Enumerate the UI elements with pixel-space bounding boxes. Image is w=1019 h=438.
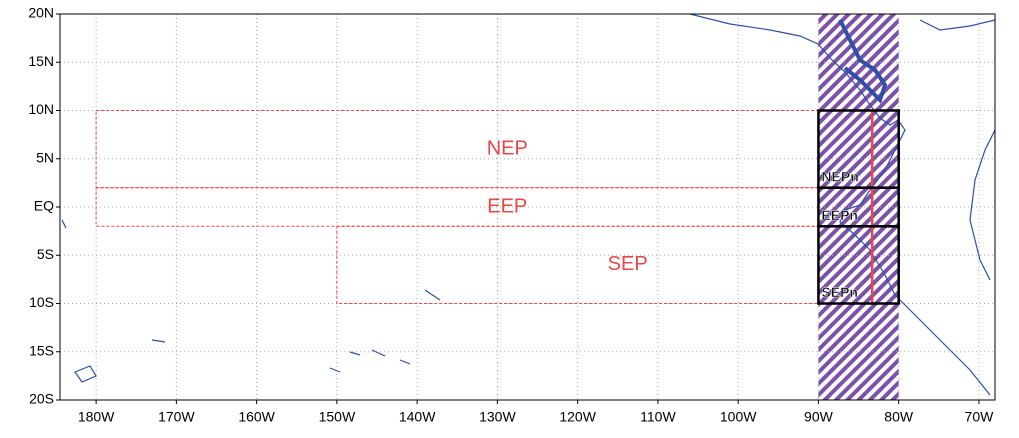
x-tick-label: 100W bbox=[720, 409, 757, 425]
coastline bbox=[689, 14, 899, 126]
x-tick-label: 140W bbox=[399, 409, 436, 425]
subregion-label: SEPn bbox=[821, 284, 858, 300]
y-tick-label: 15N bbox=[28, 53, 54, 69]
coastline bbox=[61, 219, 441, 373]
region-box bbox=[95, 110, 819, 189]
x-tick-label: 150W bbox=[319, 409, 356, 425]
y-tick-label: 5N bbox=[36, 149, 54, 165]
x-tick-label: 180W bbox=[78, 409, 115, 425]
coastline bbox=[838, 19, 888, 104]
x-tick-label: 90W bbox=[804, 409, 834, 425]
region-label: SEP bbox=[608, 253, 648, 275]
coastline bbox=[839, 119, 991, 396]
y-tick-label: 5S bbox=[37, 246, 54, 262]
x-tick-label: 160W bbox=[238, 409, 275, 425]
coastline bbox=[919, 19, 995, 31]
x-tick-label: 130W bbox=[479, 409, 516, 425]
region-label: NEP bbox=[487, 137, 528, 159]
coastline bbox=[969, 129, 995, 281]
y-tick-label: EQ bbox=[34, 198, 54, 214]
y-tick-label: 20S bbox=[29, 391, 54, 407]
region-label: EEP bbox=[487, 195, 527, 217]
subregion-label: EEPn bbox=[821, 207, 858, 223]
x-tick-label: 170W bbox=[158, 409, 195, 425]
x-tick-label: 70W bbox=[965, 409, 995, 425]
coastlines bbox=[61, 14, 995, 396]
y-tick-label: 10S bbox=[29, 294, 54, 310]
y-tick-label: 20N bbox=[28, 5, 54, 21]
y-tick-label: 15S bbox=[29, 342, 54, 358]
x-tick-label: 120W bbox=[559, 409, 596, 425]
region-box bbox=[336, 225, 819, 304]
subregion-label: NEPn bbox=[821, 168, 858, 184]
y-tick-label: 10N bbox=[28, 101, 54, 117]
x-tick-label: 80W bbox=[884, 409, 914, 425]
x-tick-label: 110W bbox=[640, 409, 676, 425]
subregion-box bbox=[817, 225, 900, 305]
coastline bbox=[74, 365, 97, 383]
